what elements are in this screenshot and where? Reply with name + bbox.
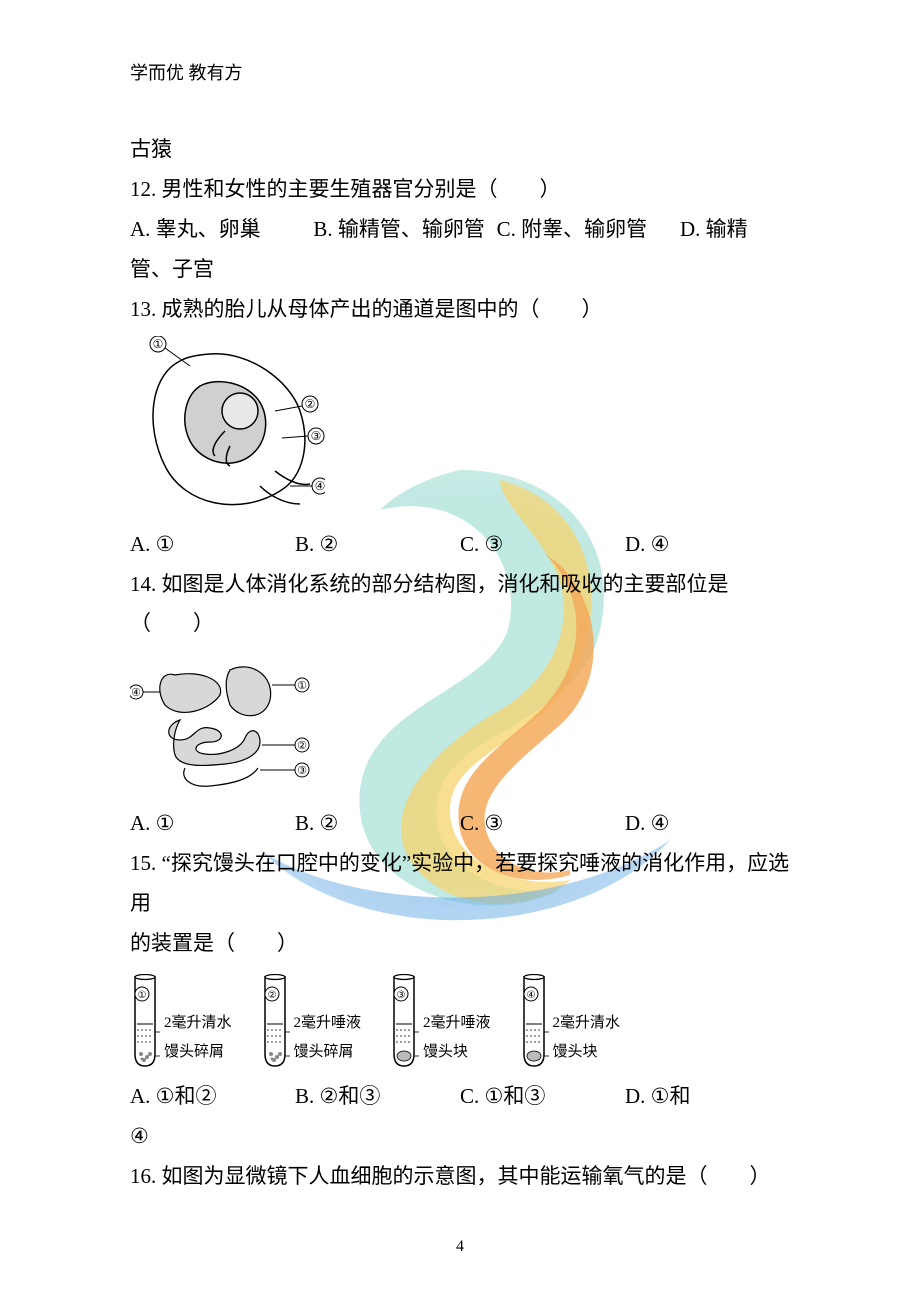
- q12-options: A. 睾丸、卵巢 B. 输精管、输卵管 C. 附睾、输卵管 D. 输精: [130, 210, 790, 250]
- q14-label-4: ④: [131, 687, 141, 699]
- q14-figure: ④ ① ② ③: [130, 650, 790, 800]
- tube-1-liquid-label: 2毫升清水: [164, 1014, 232, 1034]
- tube-3-liquid-label: 2毫升唾液: [423, 1014, 491, 1034]
- tube-4-liquid-label: 2毫升清水: [553, 1014, 621, 1034]
- q13-figure: ① ② ③ ④: [130, 336, 790, 521]
- test-tube-2: ② 2毫升唾液馒头碎屑: [260, 974, 362, 1069]
- q15-options: A. ①和② B. ②和③ C. ①和③ D. ①和: [130, 1077, 790, 1117]
- q14-label-3: ③: [297, 765, 307, 777]
- q12-opt-a: A. 睾丸、卵巢: [130, 210, 313, 250]
- q14-opt-d: D. ④: [625, 804, 790, 844]
- q16-stem: 16. 如图为显微镜下人血细胞的示意图，其中能运输氧气的是（ ）: [130, 1157, 790, 1197]
- q13-opt-a: A. ①: [130, 525, 295, 565]
- q13-stem: 13. 成熟的胎儿从母体产出的通道是图中的（ ）: [130, 290, 790, 330]
- q14-label-1: ①: [297, 680, 307, 692]
- q14-options: A. ① B. ② C. ③ D. ④: [130, 804, 790, 844]
- tube-4-solid-label: 馒头块: [553, 1043, 621, 1063]
- tube-1-solid-label: 馒头碎屑: [164, 1043, 232, 1063]
- tube-3-solid-label: 馒头块: [423, 1043, 491, 1063]
- svg-text:①: ①: [138, 990, 147, 1001]
- q15-opt-a: A. ①和②: [130, 1077, 295, 1117]
- q14-opt-a: A. ①: [130, 804, 295, 844]
- svg-text:②: ②: [267, 990, 276, 1001]
- q13-opt-c: C. ③: [460, 525, 625, 565]
- svg-text:④: ④: [526, 990, 535, 1001]
- q15-opt-c: C. ①和③: [460, 1077, 625, 1117]
- q12-opt-c: C. 附睾、输卵管: [497, 210, 680, 250]
- q14-label-2: ②: [297, 740, 307, 752]
- q13-label-1: ①: [153, 337, 164, 351]
- q15-stem-2: 的装置是（ ）: [130, 924, 790, 964]
- q13-opt-d: D. ④: [625, 525, 790, 565]
- q14-stem: 14. 如图是人体消化系统的部分结构图，消化和吸收的主要部位是（ ）: [130, 565, 790, 645]
- q15-cont: ④: [130, 1117, 790, 1157]
- svg-text:③: ③: [397, 990, 406, 1001]
- q12-opt-b: B. 输精管、输卵管: [313, 210, 496, 250]
- test-tube-3: ③ 2毫升唾液馒头块: [389, 974, 491, 1069]
- q12-cont: 管、子宫: [130, 250, 790, 290]
- prelude-text: 古猿: [130, 130, 790, 170]
- q13-label-2: ②: [305, 397, 316, 411]
- q12-opt-d: D. 输精: [680, 210, 790, 250]
- q15-opt-d: D. ①和: [625, 1077, 790, 1117]
- page-content: 学而优 教有方 古猿 12. 男性和女性的主要生殖器官分别是（ ） A. 睾丸、…: [0, 0, 920, 1197]
- q14-opt-b: B. ②: [295, 804, 460, 844]
- q13-opt-b: B. ②: [295, 525, 460, 565]
- q15-stem-1: 15. “探究馒头在口腔中的变化”实验中，若要探究唾液的消化作用，应选用: [130, 844, 790, 924]
- q15-figure: ① 2毫升清水馒头碎屑 ② 2毫升唾液馒头碎屑 ③ 2毫升唾液馒头块 ④ 2毫升清水馒头块: [130, 974, 790, 1069]
- q14-opt-c: C. ③: [460, 804, 625, 844]
- q15-opt-b: B. ②和③: [295, 1077, 460, 1117]
- q13-label-4: ④: [315, 479, 325, 493]
- page-number: 4: [0, 1232, 920, 1262]
- tube-2-solid-label: 馒头碎屑: [294, 1043, 362, 1063]
- test-tube-1: ① 2毫升清水馒头碎屑: [130, 974, 232, 1069]
- q13-label-3: ③: [311, 429, 322, 443]
- tube-2-liquid-label: 2毫升唾液: [294, 1014, 362, 1034]
- test-tube-4: ④ 2毫升清水馒头块: [519, 974, 621, 1069]
- page-header: 学而优 教有方: [130, 56, 790, 90]
- q13-options: A. ① B. ② C. ③ D. ④: [130, 525, 790, 565]
- q12-stem: 12. 男性和女性的主要生殖器官分别是（ ）: [130, 170, 790, 210]
